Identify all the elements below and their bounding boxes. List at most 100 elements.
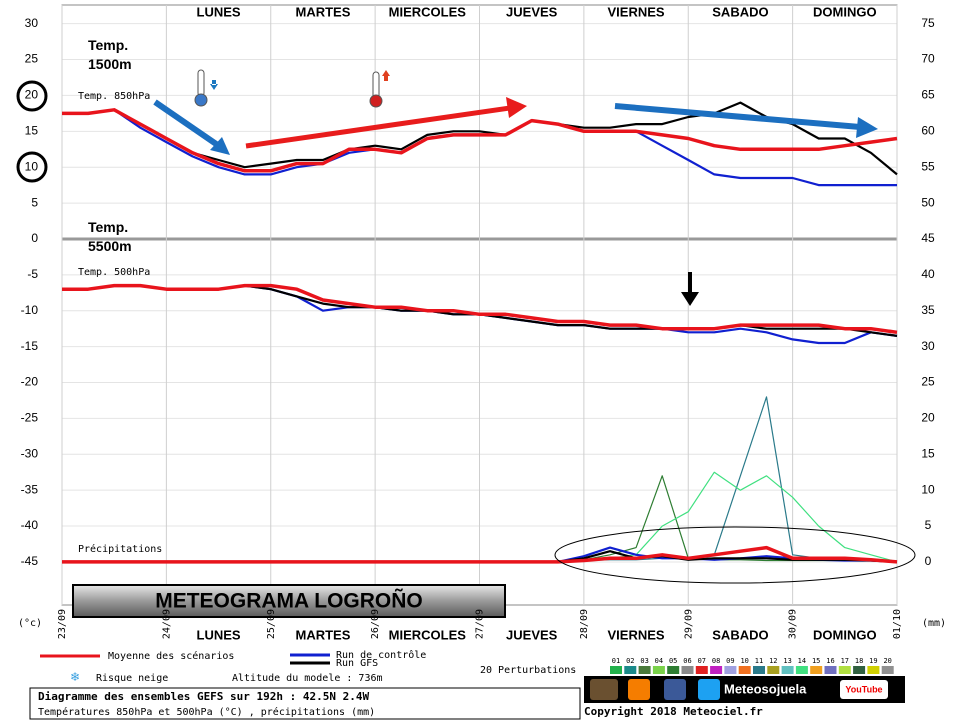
legend-label: Moyenne des scénarios (108, 650, 234, 662)
snow-icon: ❄ (70, 670, 80, 684)
series-line (62, 283, 898, 335)
legend-label: 19 (869, 657, 877, 665)
x-tick-label: 30/09 (788, 609, 799, 639)
thermometer-icon (194, 69, 390, 108)
series-line (62, 545, 898, 564)
legend-swatch (624, 666, 637, 674)
annotation: Temp. 850hPa (78, 91, 150, 102)
y-tick-label: 25 (25, 52, 39, 66)
legend-swatch (795, 666, 808, 674)
legend-label: 12 (769, 657, 777, 665)
y2-tick-label: 30 (921, 339, 935, 353)
legend-label: 17 (841, 657, 849, 665)
legend-label: 14 (798, 657, 806, 665)
legend-label: 06 (683, 657, 691, 665)
legend-label: 04 (655, 657, 663, 665)
day-label: MARTES (295, 4, 350, 19)
legend-swatch (681, 666, 694, 674)
annotation: Temp. 1500m (88, 37, 132, 72)
y-tick-label: 20 (25, 88, 39, 102)
youtube: YouTube (845, 684, 882, 694)
legend-swatch (810, 666, 823, 674)
title-box (72, 584, 506, 618)
y-tick-label: -15 (21, 339, 39, 353)
y-unit: (°c) (18, 618, 42, 629)
y-tick-label: -20 (21, 375, 39, 389)
annotation: Temp. 5500m (88, 219, 132, 254)
day-label: LUNES (197, 627, 241, 642)
legend-label: 02 (626, 657, 634, 665)
day-label: SABADO (712, 627, 768, 642)
info-line: Températures 850hPa et 500hPa (°C) , pré… (38, 706, 375, 718)
y-tick-label: 10 (25, 159, 39, 173)
legend-swatch (824, 666, 837, 674)
chart-title: METEOGRAMA LOGROÑO (155, 590, 423, 613)
day-label: DOMINGO (813, 4, 877, 19)
legend-label: 15 (812, 657, 820, 665)
y2-tick-label: 60 (921, 123, 935, 137)
day-label: JUEVES (506, 4, 558, 19)
legend-label: 16 (826, 657, 834, 665)
y2-tick-label: 50 (921, 195, 935, 209)
legend-label: 10 (740, 657, 748, 665)
perturbations-title: 20 Perturbations (480, 665, 576, 676)
social-name: Meteosojuela (724, 681, 807, 696)
legend-label: 03 (640, 657, 648, 665)
day-label: MARTES (295, 627, 350, 642)
day-label: VIERNES (608, 627, 665, 642)
legend-swatch (652, 666, 665, 674)
x-tick-label: 26/09 (370, 609, 381, 639)
highlight-circle (16, 151, 48, 183)
icon (840, 680, 888, 699)
y2-tick-label: 75 (921, 16, 935, 30)
legend-swatch (638, 666, 651, 674)
icon (590, 679, 618, 700)
legend-label: 01 (612, 657, 620, 665)
icon (698, 679, 720, 700)
legend-swatch (667, 666, 680, 674)
y-tick-label: -25 (21, 411, 39, 425)
x-tick-label: 25/09 (266, 609, 277, 639)
legend-swatch (767, 666, 780, 674)
legend-label: 11 (755, 657, 763, 665)
y2-tick-label: 5 (925, 518, 932, 532)
legend-label: 05 (669, 657, 677, 665)
legend-swatch (695, 666, 708, 674)
legend-swatch (710, 666, 723, 674)
copyright: Copyright 2018 Meteociel.fr (584, 705, 763, 718)
y2-tick-label: 40 (921, 267, 935, 281)
legend-swatch (881, 666, 894, 674)
x-tick-label: 28/09 (579, 609, 590, 639)
legend-label: 08 (712, 657, 720, 665)
snow-label: Risque neige (96, 673, 168, 684)
y2-unit: (mm) (922, 618, 946, 629)
icon (628, 679, 650, 700)
legend-swatch (738, 666, 751, 674)
legend-label: Run de contrôle (336, 649, 426, 661)
legend-swatch (610, 666, 622, 674)
x-tick-label: 29/09 (683, 609, 694, 639)
day-label: VIERNES (608, 4, 665, 19)
highlight-circle (16, 80, 48, 112)
x-tick-label: 24/09 (161, 609, 172, 639)
legend-label: 07 (698, 657, 706, 665)
icon (664, 679, 686, 700)
annotation: Temp. 500hPa (78, 267, 150, 278)
legend-swatch (838, 666, 851, 674)
day-label: MIERCOLES (389, 627, 467, 642)
y-tick-label: -45 (21, 554, 39, 568)
day-label: LUNES (197, 4, 241, 19)
y2-tick-label: 20 (921, 411, 935, 425)
annotation: Précipitations (78, 543, 162, 555)
legend-label: 20 (883, 657, 891, 665)
y-tick-label: -30 (21, 446, 39, 460)
day-label: SABADO (712, 4, 768, 19)
legend-label: 13 (783, 657, 791, 665)
y2-tick-label: 45 (921, 231, 935, 245)
legend-label: 18 (855, 657, 863, 665)
y2-tick-label: 0 (925, 554, 932, 568)
day-label: MIERCOLES (389, 4, 467, 19)
y-tick-label: 15 (25, 123, 39, 137)
y2-tick-label: 65 (921, 88, 935, 102)
altitude: Altitude du modele : 736m (232, 673, 383, 684)
